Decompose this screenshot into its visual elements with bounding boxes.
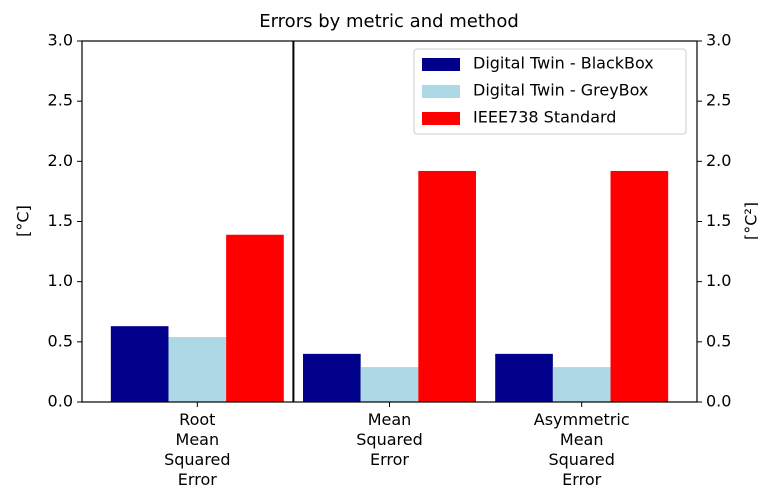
legend-label: Digital Twin - GreyBox bbox=[473, 81, 648, 100]
legend-swatch bbox=[422, 112, 460, 125]
y2-tick-label: 0.0 bbox=[706, 392, 731, 411]
y-tick-label: 1.0 bbox=[48, 271, 73, 290]
bar bbox=[495, 353, 553, 402]
y-tick-label: 0.5 bbox=[48, 331, 73, 350]
y2-tick-label: 1.0 bbox=[706, 271, 731, 290]
x-tick-label: Asymmetric Mean Squared Error bbox=[533, 410, 630, 489]
y-tick-label: 2.0 bbox=[48, 151, 73, 170]
y-tick-label: 3.0 bbox=[48, 31, 73, 50]
y2-tick-label: 2.0 bbox=[706, 151, 731, 170]
bar bbox=[360, 367, 419, 402]
bar bbox=[610, 170, 669, 402]
bar bbox=[303, 353, 361, 402]
legend-swatch bbox=[422, 58, 460, 71]
y2-tick-label: 2.5 bbox=[706, 91, 731, 110]
y-axis-label: [°C] bbox=[14, 205, 33, 237]
legend-label: Digital Twin - BlackBox bbox=[473, 54, 654, 73]
bar bbox=[418, 170, 476, 402]
y2-tick-label: 0.5 bbox=[706, 331, 731, 350]
bar bbox=[226, 234, 284, 402]
x-tick-label: Root Mean Squared Error bbox=[164, 410, 231, 489]
bar bbox=[552, 367, 611, 402]
legend-swatch bbox=[422, 85, 460, 98]
y-tick-label: 1.5 bbox=[48, 211, 73, 230]
y2-tick-label: 3.0 bbox=[706, 31, 731, 50]
chart-title: Errors by metric and method bbox=[259, 11, 519, 32]
bar bbox=[110, 326, 169, 402]
bar bbox=[168, 337, 227, 402]
y2-axis-label: [°C²] bbox=[742, 202, 758, 240]
legend-label: IEEE738 Standard bbox=[473, 108, 616, 127]
y-tick-label: 2.5 bbox=[48, 91, 73, 110]
x-tick-label: Mean Squared Error bbox=[356, 410, 423, 469]
legend-box bbox=[413, 48, 687, 135]
y2-tick-label: 1.5 bbox=[706, 211, 731, 230]
y-tick-label: 0.0 bbox=[48, 392, 73, 411]
